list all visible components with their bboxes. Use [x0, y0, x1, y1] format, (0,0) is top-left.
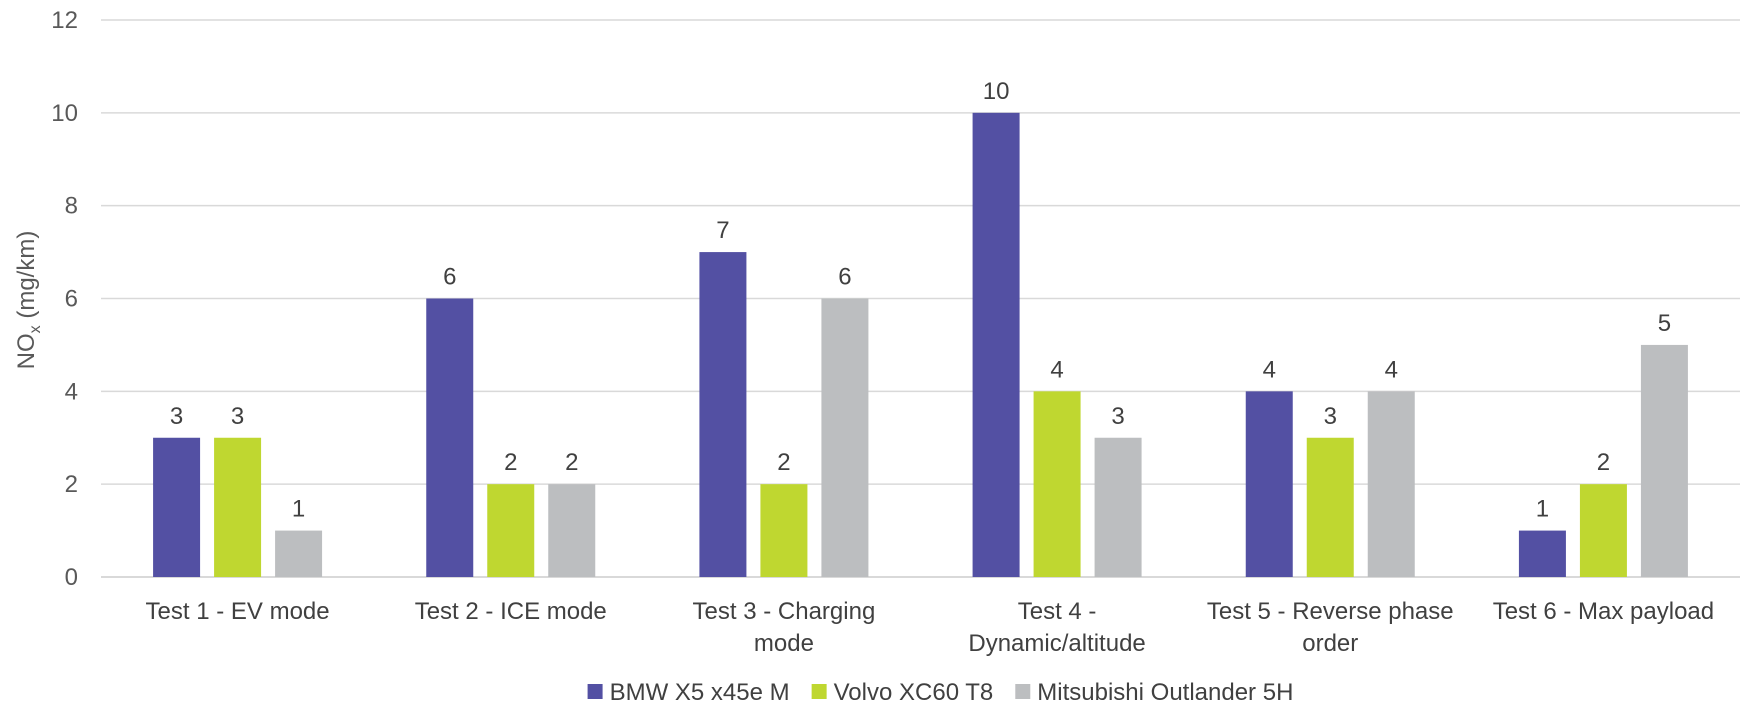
- category-label: Test 5 - Reverse phase order: [1207, 598, 1454, 657]
- y-axis-title-group: NOx (mg/km): [13, 231, 44, 370]
- legend: BMW X5 x45e M Volvo XC60 T8 Mitsubishi Out…: [587, 679, 1293, 706]
- y-tick-label: 4: [65, 378, 78, 405]
- category-label-line: Test 5 - Reverse phase: [1207, 598, 1454, 625]
- bars: [153, 112, 1688, 578]
- data-labels: 3 6 7 10 4 1 3 2 2 4 3 2 1 2 6 3 4 5: [170, 78, 1671, 523]
- legend-item: Mitsubishi Outlander 5H: [1015, 679, 1293, 706]
- legend-label: BMW X5 x45e M: [610, 679, 790, 706]
- data-label: 4: [1050, 356, 1063, 383]
- data-label: 6: [443, 264, 456, 291]
- category-label: Test 4 - Dynamic/altitude: [968, 598, 1145, 657]
- legend-swatch: [811, 684, 827, 699]
- bar: [275, 530, 323, 577]
- category-label-line: Test 2 - ICE mode: [415, 598, 607, 625]
- legend-swatch: [1015, 684, 1031, 699]
- category-label-line: order: [1302, 630, 1358, 657]
- y-tick-label: 0: [65, 564, 78, 591]
- y-tick-label: 12: [51, 7, 78, 34]
- category-label-line: Test 3 - Charging: [693, 598, 876, 625]
- y-tick-label: 2: [65, 471, 78, 498]
- category-label-line: Test 6 - Max payload: [1493, 598, 1714, 625]
- data-label: 3: [231, 403, 244, 430]
- category-label: Test 3 - Charging mode: [693, 598, 876, 657]
- data-label: 1: [1536, 496, 1549, 523]
- bar: [821, 298, 869, 577]
- bar: [1306, 437, 1354, 577]
- bar: [548, 484, 596, 577]
- y-axis-title: NOx (mg/km): [13, 231, 44, 370]
- category-label-line: Dynamic/altitude: [968, 630, 1145, 657]
- bar: [1033, 391, 1081, 577]
- bar: [972, 112, 1020, 577]
- category-label: Test 2 - ICE mode: [415, 598, 607, 625]
- bar: [1579, 484, 1627, 577]
- data-label: 6: [838, 264, 851, 291]
- bar: [487, 484, 535, 577]
- category-label: Test 6 - Max payload: [1493, 598, 1714, 625]
- y-axis-tick-labels: 0 2 4 6 8 10 12: [51, 7, 78, 591]
- grid-lines: [101, 19, 1740, 578]
- bar: [1640, 344, 1688, 577]
- category-label-line: Test 4 -: [1018, 598, 1097, 625]
- legend-label: Mitsubishi Outlander 5H: [1037, 679, 1293, 706]
- bar: [1094, 437, 1142, 577]
- data-label: 4: [1263, 356, 1276, 383]
- data-label: 1: [292, 496, 305, 523]
- y-axis-title-unit: (mg/km): [13, 231, 40, 326]
- data-label: 3: [170, 403, 183, 430]
- legend-item: BMW X5 x45e M: [587, 679, 790, 706]
- bar: [1245, 391, 1293, 577]
- bar: [426, 298, 474, 577]
- category-label: Test 1 - EV mode: [146, 598, 330, 625]
- legend-item: Volvo XC60 T8: [811, 679, 994, 706]
- data-label: 2: [777, 449, 790, 476]
- legend-swatch: [587, 684, 603, 699]
- data-label: 4: [1385, 356, 1398, 383]
- category-label-line: Test 1 - EV mode: [146, 598, 330, 625]
- y-tick-label: 10: [51, 100, 78, 127]
- data-label: 2: [1597, 449, 1610, 476]
- data-label: 3: [1111, 403, 1124, 430]
- y-tick-label: 8: [65, 193, 78, 220]
- data-label: 5: [1658, 310, 1671, 337]
- category-label-line: mode: [754, 630, 814, 657]
- data-label: 2: [504, 449, 517, 476]
- data-label: 2: [565, 449, 578, 476]
- data-label: 10: [983, 78, 1010, 105]
- bar: [214, 437, 262, 577]
- bar: [1367, 391, 1415, 577]
- bar: [760, 484, 808, 577]
- bar: [153, 437, 201, 577]
- y-axis-title-subscript: x: [27, 325, 44, 333]
- data-label: 3: [1324, 403, 1337, 430]
- legend-label: Volvo XC60 T8: [834, 679, 994, 706]
- y-axis-title-main: NO: [13, 333, 40, 369]
- bar: [699, 252, 747, 578]
- x-axis-category-labels: Test 1 - EV mode Test 2 - ICE mode Test 3 …: [146, 598, 1715, 657]
- bar: [1518, 530, 1566, 577]
- y-tick-label: 6: [65, 286, 78, 313]
- data-label: 7: [716, 217, 729, 244]
